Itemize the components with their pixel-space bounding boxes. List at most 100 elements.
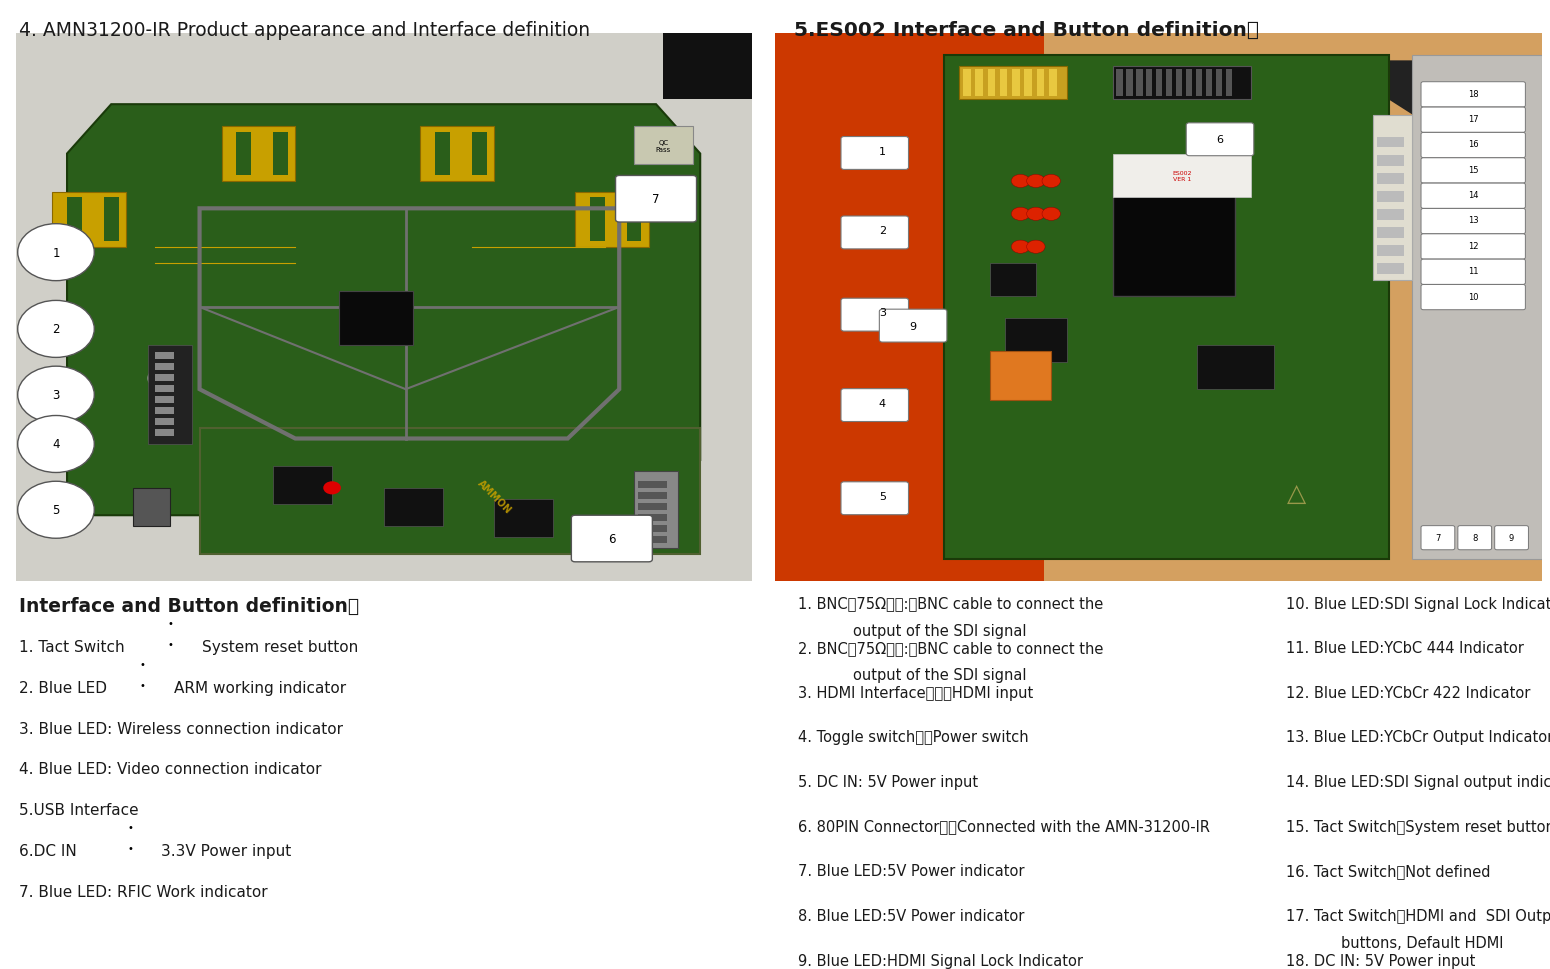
Text: 4. Toggle switch：　Power switch: 4. Toggle switch： Power switch xyxy=(798,730,1029,744)
Text: 5.ES002 Interface and Button definition：: 5.ES002 Interface and Button definition： xyxy=(794,21,1259,41)
FancyBboxPatch shape xyxy=(842,217,908,250)
Circle shape xyxy=(17,482,95,539)
Bar xyxy=(634,127,693,166)
Text: 15: 15 xyxy=(1468,166,1479,174)
Bar xyxy=(1206,70,1212,97)
Text: 5. DC IN: 5V Power input: 5. DC IN: 5V Power input xyxy=(798,774,978,789)
Bar xyxy=(104,199,118,242)
FancyBboxPatch shape xyxy=(1459,526,1491,550)
Circle shape xyxy=(1011,175,1029,188)
Text: •: • xyxy=(167,618,174,628)
Bar xyxy=(637,537,666,543)
Text: 2. BNC（75Ω）　:　BNC cable to connect the: 2. BNC（75Ω） : BNC cable to connect the xyxy=(798,641,1104,655)
Bar xyxy=(637,482,666,488)
Bar xyxy=(1004,319,1066,362)
FancyBboxPatch shape xyxy=(1186,124,1254,157)
Text: 6: 6 xyxy=(608,532,615,546)
Bar xyxy=(1113,187,1235,297)
Text: 8: 8 xyxy=(1472,534,1477,543)
Bar xyxy=(1037,70,1045,97)
Bar xyxy=(273,133,288,176)
Text: 16. Tact Switch：Not defined: 16. Tact Switch：Not defined xyxy=(1286,863,1491,878)
Text: 18: 18 xyxy=(1468,90,1479,99)
Circle shape xyxy=(149,368,178,390)
Text: 10: 10 xyxy=(1468,293,1479,301)
Bar xyxy=(222,127,294,182)
Bar xyxy=(990,264,1035,297)
FancyBboxPatch shape xyxy=(1421,134,1525,159)
Bar xyxy=(637,504,666,511)
Text: △: △ xyxy=(1286,482,1307,506)
Bar xyxy=(1136,70,1142,97)
Bar xyxy=(420,127,494,182)
Text: •: • xyxy=(140,659,146,669)
Bar xyxy=(1186,70,1192,97)
Bar xyxy=(155,397,174,403)
FancyBboxPatch shape xyxy=(1421,159,1525,184)
Bar xyxy=(1116,70,1122,97)
Text: 1: 1 xyxy=(53,246,60,260)
Bar xyxy=(273,466,332,505)
Text: 17: 17 xyxy=(1468,115,1479,124)
Circle shape xyxy=(17,416,95,473)
Text: 13. Blue LED:YCbCr Output Indicator: 13. Blue LED:YCbCr Output Indicator xyxy=(1286,730,1550,744)
Text: 4: 4 xyxy=(879,398,887,409)
Bar xyxy=(155,353,174,359)
Bar xyxy=(1412,56,1542,559)
Bar xyxy=(963,70,970,97)
Circle shape xyxy=(1026,175,1045,188)
Text: 3: 3 xyxy=(53,389,60,402)
Bar xyxy=(1049,70,1057,97)
FancyBboxPatch shape xyxy=(1421,209,1525,234)
Text: 7. Blue LED:5V Power indicator: 7. Blue LED:5V Power indicator xyxy=(798,863,1025,878)
Bar xyxy=(775,34,1043,581)
Bar xyxy=(155,408,174,415)
Text: 13: 13 xyxy=(1468,216,1479,225)
Text: 5.USB Interface: 5.USB Interface xyxy=(19,802,138,817)
Text: 14: 14 xyxy=(1468,191,1479,200)
Text: 9. Blue LED:HDMI Signal Lock Indicator: 9. Blue LED:HDMI Signal Lock Indicator xyxy=(798,953,1083,967)
Circle shape xyxy=(1026,241,1045,254)
Text: 1. Tact Switch: 1. Tact Switch xyxy=(19,640,124,654)
Bar xyxy=(1226,70,1232,97)
Bar xyxy=(987,70,995,97)
Bar xyxy=(637,492,666,499)
Text: 3.3V Power input: 3.3V Power input xyxy=(161,843,291,858)
Bar xyxy=(1113,154,1251,199)
Text: 9: 9 xyxy=(1510,534,1514,543)
Bar xyxy=(155,429,174,436)
Bar xyxy=(1378,246,1404,257)
Text: 2. Blue LED: 2. Blue LED xyxy=(19,680,107,695)
Bar xyxy=(155,419,174,425)
Bar xyxy=(1113,67,1251,100)
Text: 1. BNC（75Ω）　:　BNC cable to connect the: 1. BNC（75Ω） : BNC cable to connect the xyxy=(798,596,1104,610)
Bar xyxy=(1378,228,1404,238)
Text: 8. Blue LED:5V Power indicator: 8. Blue LED:5V Power indicator xyxy=(798,908,1025,922)
Text: 5: 5 xyxy=(53,504,60,516)
Bar xyxy=(339,292,412,346)
FancyBboxPatch shape xyxy=(1421,82,1525,108)
Text: output of the SDI signal: output of the SDI signal xyxy=(853,668,1026,682)
FancyBboxPatch shape xyxy=(1421,234,1525,260)
Text: 10. Blue LED:SDI Signal Lock Indicator: 10. Blue LED:SDI Signal Lock Indicator xyxy=(1286,596,1550,610)
Text: ARM working indicator: ARM working indicator xyxy=(174,680,346,695)
Bar xyxy=(1127,70,1133,97)
Bar xyxy=(959,67,1066,100)
Bar xyxy=(1156,70,1162,97)
Bar xyxy=(200,428,701,554)
Bar xyxy=(1378,155,1404,167)
FancyBboxPatch shape xyxy=(572,516,653,562)
FancyBboxPatch shape xyxy=(842,298,908,331)
Bar xyxy=(236,133,251,176)
Text: 4. AMN31200-IR Product appearance and Interface definition: 4. AMN31200-IR Product appearance and In… xyxy=(19,21,589,41)
Bar xyxy=(494,499,553,538)
FancyBboxPatch shape xyxy=(1421,108,1525,133)
Bar xyxy=(975,70,983,97)
FancyBboxPatch shape xyxy=(842,138,908,171)
Bar xyxy=(53,193,126,247)
Text: 6: 6 xyxy=(1217,135,1223,145)
Bar xyxy=(384,488,443,527)
Circle shape xyxy=(1026,208,1045,221)
Circle shape xyxy=(17,225,95,281)
Bar xyxy=(1147,70,1153,97)
